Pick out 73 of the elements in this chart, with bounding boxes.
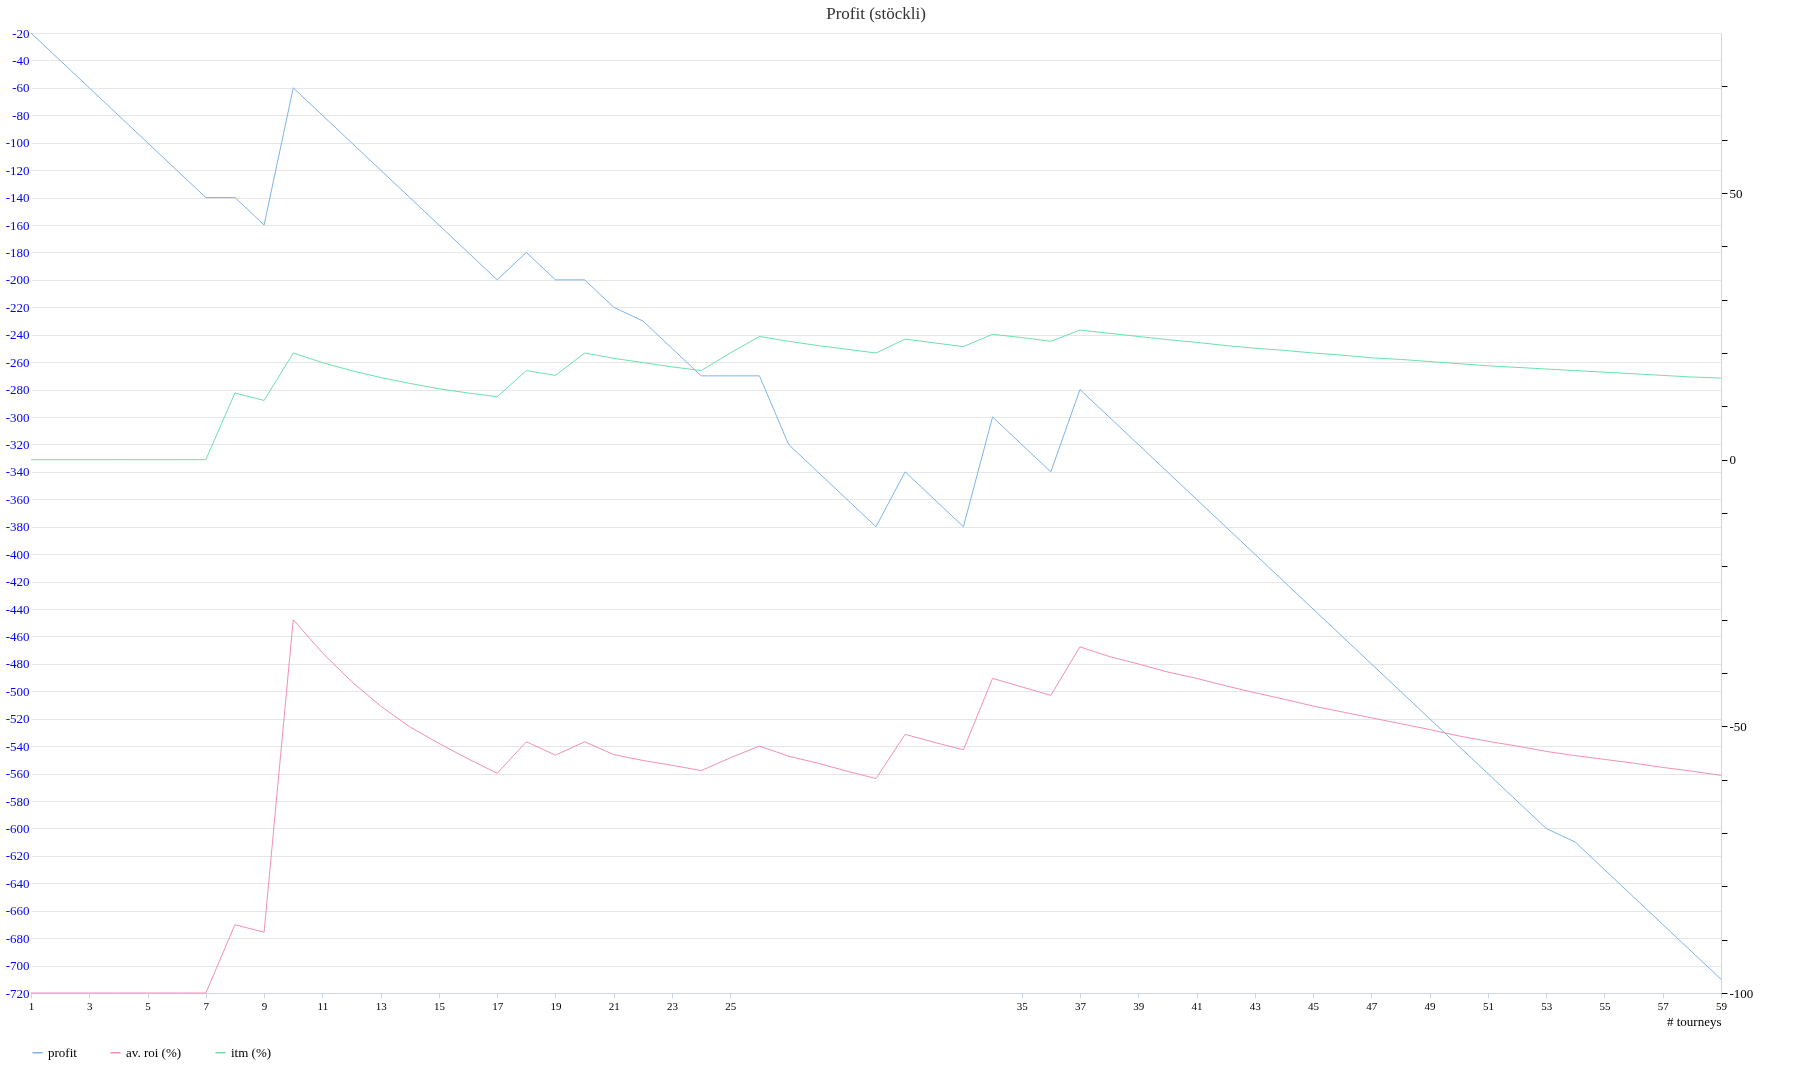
y-tick-label: -320 <box>5 436 30 452</box>
y-tick-label: -440 <box>5 601 30 617</box>
x-tick-label: 43 <box>1249 999 1262 1012</box>
x-tick-label: 13 <box>375 999 388 1012</box>
y-tick-label: -40 <box>12 52 30 68</box>
y-tick-label: -20 <box>12 25 30 41</box>
legend-label: itm (%) <box>231 1044 272 1060</box>
y-tick-label: -580 <box>5 793 30 809</box>
y-tick-label: -480 <box>5 656 30 672</box>
x-tick-label: 53 <box>1541 999 1553 1012</box>
x-tick-label: 51 <box>1482 999 1494 1012</box>
x-tick-label: 25 <box>725 999 737 1012</box>
x-tick-label: 1 <box>28 999 35 1012</box>
y-tick-label: -300 <box>5 409 30 425</box>
x-tick-label: 47 <box>1366 999 1378 1012</box>
x-tick-label: 59 <box>1716 999 1728 1012</box>
x-tick-label: 21 <box>608 999 620 1012</box>
x-tick-label: 3 <box>87 999 94 1012</box>
x-tick-label: 41 <box>1191 999 1203 1012</box>
y-tick-label: -120 <box>5 162 30 178</box>
y-tick-label: -380 <box>5 519 30 535</box>
chart-title: Profit (stöckli) <box>826 4 926 23</box>
legend-label: av. roi (%) <box>126 1044 182 1060</box>
y-tick-label: -700 <box>5 958 30 974</box>
x-tick-label: 15 <box>433 999 446 1012</box>
y-tick-label: -420 <box>5 574 30 590</box>
y-tick-label: -160 <box>5 217 30 233</box>
x-tick-label: 7 <box>203 999 210 1012</box>
y-tick-label: -180 <box>5 244 30 260</box>
y2-tick-label: 50 <box>1729 185 1743 201</box>
y-tick-label: -560 <box>5 766 30 782</box>
y-tick-label: -260 <box>5 354 30 370</box>
x-tick-label: 35 <box>1016 999 1029 1012</box>
x-tick-label: 9 <box>261 999 268 1012</box>
y-tick-label: -620 <box>5 848 30 864</box>
y-tick-label: -660 <box>5 903 30 919</box>
legend-label: profit <box>48 1044 78 1060</box>
y-tick-label: -100 <box>5 135 30 151</box>
y-tick-label: -80 <box>12 107 30 123</box>
y-tick-label: -640 <box>5 875 30 891</box>
y2-tick-label: -50 <box>1729 718 1747 734</box>
x-tick-label: 49 <box>1424 999 1437 1012</box>
y-tick-label: -680 <box>5 930 30 946</box>
x-tick-label: 5 <box>145 999 152 1012</box>
x-axis-title: # tourneys <box>1666 1013 1722 1029</box>
y-tick-label: -600 <box>5 820 30 836</box>
y-tick-label: -220 <box>5 299 30 315</box>
x-tick-label: 39 <box>1133 999 1145 1012</box>
y-tick-label: -460 <box>5 628 30 644</box>
y-tick-label: -340 <box>5 464 30 480</box>
y-tick-label: -540 <box>5 738 30 754</box>
x-tick-label: 45 <box>1308 999 1320 1012</box>
y-tick-label: -60 <box>12 80 30 96</box>
y-tick-label: -240 <box>5 327 30 343</box>
y-tick-label: -720 <box>5 985 30 1001</box>
x-tick-label: 17 <box>492 999 504 1012</box>
x-tick-label: 23 <box>667 999 679 1012</box>
y-tick-label: -500 <box>5 683 30 699</box>
line-series <box>30 32 1722 980</box>
y-tick-label: -200 <box>5 272 30 288</box>
x-tick-label: 57 <box>1657 999 1670 1012</box>
y-tick-label: -400 <box>5 546 30 562</box>
y2-tick-label: -100 <box>1729 985 1754 1001</box>
x-tick-label: 55 <box>1599 999 1611 1012</box>
y-tick-label: -280 <box>5 382 30 398</box>
x-tick-label: 37 <box>1074 999 1087 1012</box>
y-tick-label: -520 <box>5 711 30 727</box>
y-tick-label: -140 <box>5 190 30 206</box>
y2-tick-label: 0 <box>1729 452 1736 468</box>
line-series <box>30 329 1722 461</box>
x-tick-label: 19 <box>550 999 562 1012</box>
y-tick-label: -360 <box>5 491 30 507</box>
x-tick-label: 11 <box>317 999 329 1012</box>
